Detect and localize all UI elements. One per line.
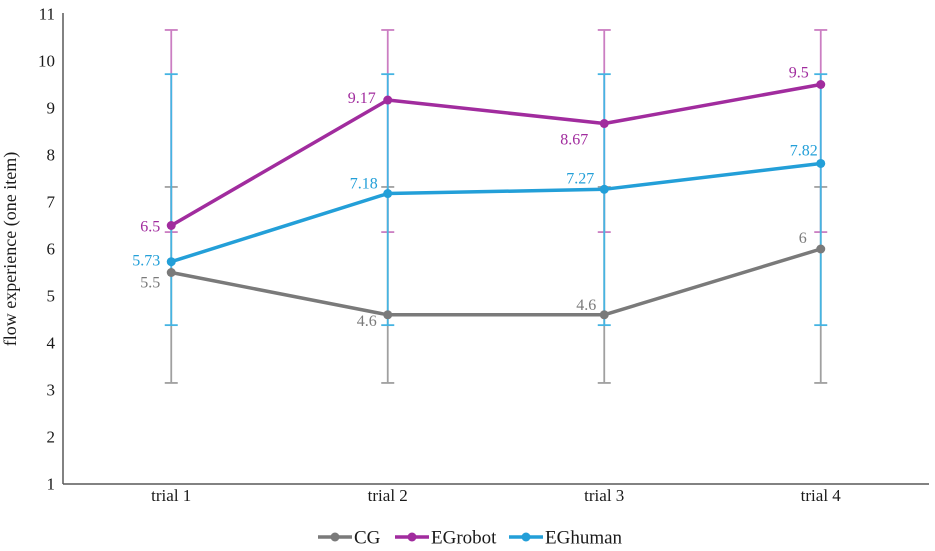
y-tick-label: 5: [47, 287, 56, 306]
y-tick-label: 11: [39, 5, 55, 24]
y-axis-title: flow experience (one item): [0, 152, 21, 346]
legend-marker-EGrobot: [407, 532, 417, 542]
data-point-EGrobot: [599, 119, 609, 129]
data-label-EGhuman: 5.73: [132, 253, 160, 270]
data-point-CG: [166, 268, 176, 277]
series-line-CG: [169, 247, 823, 317]
y-tick-label: 8: [47, 146, 56, 165]
legend-label-EGhuman: EGhuman: [545, 528, 623, 549]
data-point-EGhuman: [383, 189, 393, 199]
data-point-EGhuman: [599, 184, 609, 194]
data-point-CG: [816, 244, 826, 254]
data-point-EGhuman: [166, 257, 176, 267]
x-axis-label: trial 2: [368, 486, 408, 505]
data-label-CG: 4.6: [576, 297, 596, 314]
data-point-EGrobot: [166, 221, 176, 230]
x-axis-label: trial 4: [801, 486, 842, 505]
data-label-EGrobot: 6.5: [140, 219, 160, 236]
data-label-EGhuman: 7.18: [350, 176, 378, 193]
y-tick-label: 2: [47, 428, 56, 447]
data-label-CG: 5.5: [140, 275, 160, 292]
data-label-CG: 6: [799, 230, 807, 247]
data-point-EGrobot: [383, 95, 393, 105]
data-point-EGhuman: [816, 158, 826, 168]
x-axis-label: trial 3: [584, 486, 624, 505]
data-point-CG: [383, 310, 393, 320]
data-label-CG: 4.6: [357, 313, 377, 330]
data-point-CG: [599, 310, 609, 320]
y-tick-label: 10: [38, 52, 55, 71]
y-tick-label: 1: [47, 475, 56, 494]
data-point-EGrobot: [816, 80, 826, 89]
data-label-EGrobot: 9.5: [789, 65, 809, 82]
legend-marker-CG: [330, 532, 340, 542]
y-tick-label: 3: [47, 381, 56, 400]
data-label-EGhuman: 7.27: [566, 170, 594, 187]
y-tick-label: 6: [47, 240, 56, 259]
series-line-EGrobot: [169, 82, 823, 228]
legend-label-EGrobot: EGrobot: [431, 528, 497, 549]
legend-marker-EGhuman: [521, 532, 531, 542]
y-tick-label: 9: [47, 99, 56, 118]
y-tick-label: 7: [47, 193, 56, 212]
data-label-EGhuman: 7.82: [790, 142, 818, 159]
legend-label-CG: CG: [354, 528, 381, 549]
data-label-EGrobot: 9.17: [348, 90, 376, 107]
y-tick-label: 4: [47, 334, 56, 353]
x-axis-label: trial 1: [151, 486, 191, 505]
data-label-EGrobot: 8.67: [560, 132, 588, 149]
series-line-EGhuman: [169, 161, 823, 264]
